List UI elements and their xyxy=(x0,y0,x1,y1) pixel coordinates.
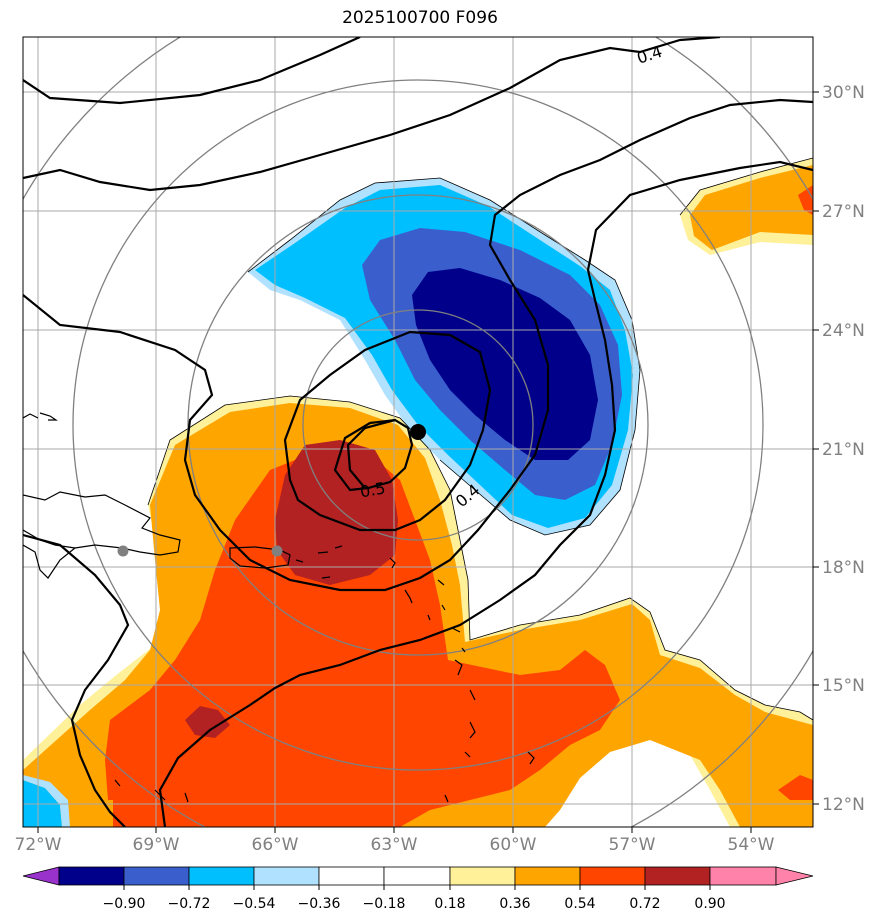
anomaly-outline xyxy=(679,157,813,216)
contour-label: 0.5 xyxy=(358,478,386,501)
anomaly-fill-0.72 xyxy=(185,706,230,738)
lat-label: 27°N xyxy=(822,202,865,222)
lon-label: 69°W xyxy=(133,835,180,855)
colorbar-segment xyxy=(449,866,516,886)
lat-label: 18°N xyxy=(822,558,865,578)
map-frame xyxy=(22,36,814,828)
axis-ticks xyxy=(37,91,819,833)
anomaly-fill-neg-0.72 xyxy=(412,268,598,460)
colorbar-tick-label: −0.36 xyxy=(298,896,341,912)
lon-label: 60°W xyxy=(490,835,537,855)
colorbar-tick-label: 0.90 xyxy=(694,896,725,912)
colorbar-tick-label: 0.54 xyxy=(564,896,595,912)
map-title: 2025100700 F096 xyxy=(342,8,498,28)
colorbar-segment xyxy=(123,866,190,886)
anomaly-fill-neg-0.18 xyxy=(23,775,70,827)
lon-label: 72°W xyxy=(15,835,62,855)
colorbar-segment xyxy=(709,866,777,886)
range-rings xyxy=(23,37,813,827)
colorbar-segment xyxy=(383,866,451,886)
colorbar-tick-label: −0.72 xyxy=(168,896,211,912)
storm-center-marker xyxy=(410,424,426,440)
colorbar-segment xyxy=(514,866,581,886)
city-point xyxy=(271,545,283,557)
lon-label: 54°W xyxy=(728,835,775,855)
height-contours xyxy=(23,37,813,827)
colorbar-tick-label: 0.72 xyxy=(629,896,660,912)
lat-label: 15°N xyxy=(822,676,865,696)
colorbar xyxy=(22,866,814,886)
anomaly-fill-0.72 xyxy=(275,440,398,585)
colorbar-tick-label: −0.54 xyxy=(233,896,276,912)
colorbar-segment xyxy=(644,866,711,886)
colorbar-tick-label: 0.18 xyxy=(434,896,465,912)
colorbar-tick-label: −0.18 xyxy=(363,896,406,912)
lat-label: 12°N xyxy=(822,795,865,815)
anomaly-fill-0.54 xyxy=(23,450,620,827)
colorbar-tick-label: −0.90 xyxy=(103,896,146,912)
anomaly-outline xyxy=(247,177,641,536)
lon-label: 63°W xyxy=(371,835,418,855)
colorbar-tick-label: 0.36 xyxy=(499,896,530,912)
anomaly-fill-0.54 xyxy=(778,775,813,800)
colorbar-segment xyxy=(579,866,646,886)
lon-label: 66°W xyxy=(252,835,299,855)
colorbar-segment xyxy=(253,866,320,886)
anomaly-outline xyxy=(147,395,813,721)
colorbar-segment xyxy=(318,866,385,886)
colorbar-tickmarks xyxy=(123,885,711,890)
lat-label: 21°N xyxy=(822,440,865,460)
lat-label: 30°N xyxy=(822,83,865,103)
lat-label: 24°N xyxy=(822,321,865,341)
colorbar-extend-low xyxy=(22,866,60,886)
city-point xyxy=(117,545,129,557)
lon-label: 57°W xyxy=(609,835,656,855)
colorbar-segment xyxy=(188,866,255,886)
map-area: 0.4 0.5 0.4 xyxy=(23,37,813,827)
colorbar-segment xyxy=(58,866,125,886)
colorbar-extend-high xyxy=(775,866,814,886)
